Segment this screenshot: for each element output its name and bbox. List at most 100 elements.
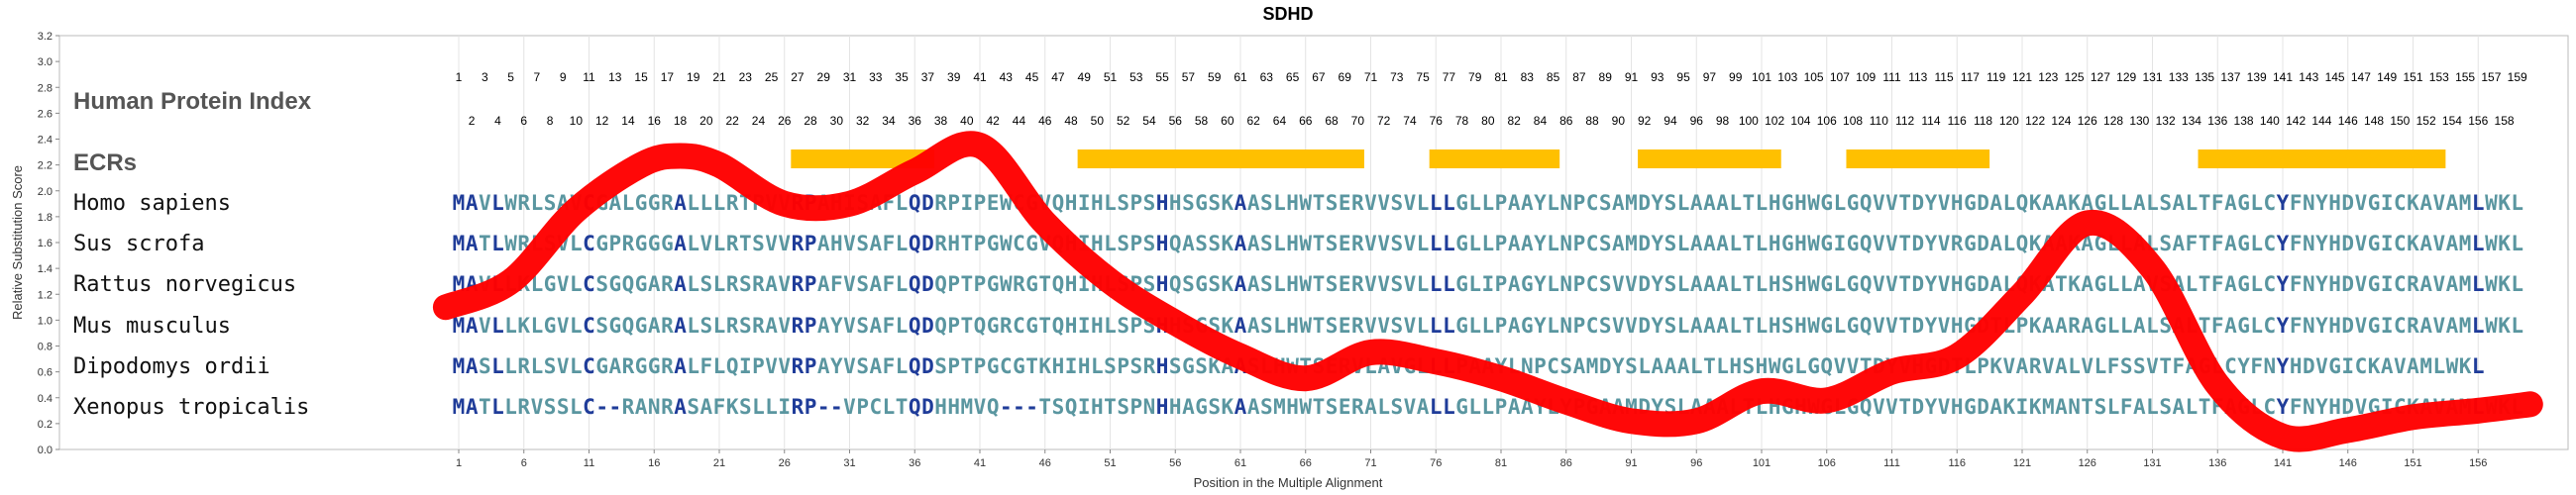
residue: D	[921, 395, 934, 419]
index-number: 154	[2442, 114, 2462, 128]
residue: Q	[934, 314, 947, 338]
y-tick-label: 2.6	[38, 108, 53, 120]
residue: I	[2381, 272, 2394, 296]
residue: A	[2224, 191, 2237, 215]
residue: A	[1247, 232, 1260, 255]
y-tick-label: 2.2	[38, 160, 53, 172]
residue: S	[1390, 232, 1403, 255]
residue: P	[1495, 272, 1508, 296]
residue: A	[2081, 191, 2093, 215]
residue: S	[1599, 272, 1612, 296]
ecr-bars	[791, 149, 2446, 168]
residue: Q	[909, 232, 921, 255]
residue: F	[2172, 354, 2185, 378]
index-number: 22	[725, 114, 739, 128]
residue: W	[2485, 232, 2498, 255]
residue: L	[2432, 354, 2445, 378]
residue: G	[1847, 272, 1860, 296]
residue: A	[1234, 232, 1247, 255]
residue: Q	[1052, 191, 1065, 215]
residue: M	[453, 191, 466, 215]
residue: Y	[2315, 314, 2328, 338]
residue: V	[1364, 272, 1377, 296]
residue: R	[2029, 354, 2042, 378]
residue: G	[1964, 272, 1977, 296]
residue: S	[1260, 395, 1273, 419]
residue: Y	[1651, 272, 1664, 296]
residue: V	[2355, 395, 2368, 419]
residue: T	[961, 232, 974, 255]
residue: L	[687, 272, 699, 296]
residue: V	[2081, 354, 2093, 378]
residue: S	[1781, 314, 1794, 338]
index-number: 28	[804, 114, 817, 128]
index-number: 26	[778, 114, 792, 128]
x-tick-label: 101	[1753, 457, 1771, 469]
residue: L	[1547, 191, 1559, 215]
residue: K	[1222, 395, 1234, 419]
residue: S	[1117, 191, 1129, 215]
residue: A	[1703, 314, 1716, 338]
index-number: 39	[947, 70, 961, 84]
index-number: 58	[1195, 114, 1209, 128]
y-tick-label: 1.2	[38, 289, 53, 301]
index-number: 129	[2116, 70, 2136, 84]
residue: V	[2355, 232, 2368, 255]
residue: K	[2068, 191, 2081, 215]
x-tick-label: 126	[2079, 457, 2096, 469]
residue: A	[1989, 395, 2002, 419]
residue: P	[1495, 232, 1508, 255]
index-number: 130	[2129, 114, 2149, 128]
residue: K	[2003, 395, 2016, 419]
index-number: 104	[1790, 114, 1810, 128]
residue: C	[1586, 191, 1599, 215]
residue: I	[961, 191, 974, 215]
index-number: 5	[507, 70, 514, 84]
residue: V	[557, 354, 570, 378]
index-number: 2	[469, 114, 476, 128]
residue: S	[2159, 395, 2172, 419]
residue: V	[778, 272, 791, 296]
x-tick-label: 61	[1234, 457, 1246, 469]
residue: C	[2394, 191, 2407, 215]
residue: A	[2224, 314, 2237, 338]
residue: V	[1873, 272, 1885, 296]
index-number: 61	[1234, 70, 1247, 84]
residue: V	[2432, 314, 2445, 338]
residue: G	[635, 232, 648, 255]
residue: L	[896, 232, 909, 255]
residue: L	[1794, 354, 1807, 378]
index-number: 29	[817, 70, 831, 84]
residue: L	[1273, 314, 1286, 338]
residue: V	[765, 232, 778, 255]
residue: S	[934, 354, 947, 378]
residue: A	[1508, 395, 1521, 419]
residue: A	[1234, 272, 1247, 296]
residue: -	[817, 395, 830, 419]
residue: Y	[2277, 395, 2290, 419]
index-number: 32	[856, 114, 870, 128]
residue: S	[544, 191, 557, 215]
residue: H	[1286, 272, 1299, 296]
residue: S	[1326, 191, 1339, 215]
residue: V	[1873, 395, 1885, 419]
residue: P	[1129, 191, 1142, 215]
index-number: 102	[1765, 114, 1784, 128]
residue: V	[1873, 232, 1885, 255]
residue: R	[2407, 272, 2419, 296]
residue: D	[1977, 395, 1989, 419]
residue: A	[1716, 314, 1729, 338]
residue: C	[1586, 272, 1599, 296]
residue: A	[1247, 314, 1260, 338]
residue: W	[1299, 191, 1312, 215]
residue: Q	[1820, 354, 1833, 378]
residue: G	[1964, 395, 1977, 419]
residue: S	[595, 272, 608, 296]
index-number: 123	[2038, 70, 2058, 84]
residue: D	[1911, 272, 1924, 296]
residue: D	[921, 191, 934, 215]
residue: S	[1664, 272, 1677, 296]
residue: -	[1025, 395, 1038, 419]
residue: P	[947, 272, 960, 296]
residue: R	[726, 191, 739, 215]
